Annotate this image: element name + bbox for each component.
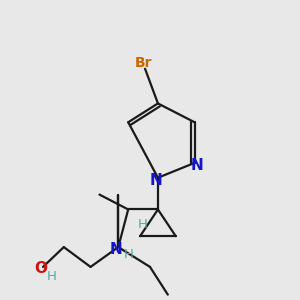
Text: O: O bbox=[34, 261, 47, 276]
Text: H: H bbox=[47, 270, 57, 283]
Text: N: N bbox=[150, 173, 162, 188]
Text: H: H bbox=[138, 218, 148, 231]
Text: Br: Br bbox=[134, 56, 152, 70]
Text: N: N bbox=[190, 158, 203, 173]
Text: H: H bbox=[123, 248, 133, 260]
Text: N: N bbox=[110, 242, 123, 256]
